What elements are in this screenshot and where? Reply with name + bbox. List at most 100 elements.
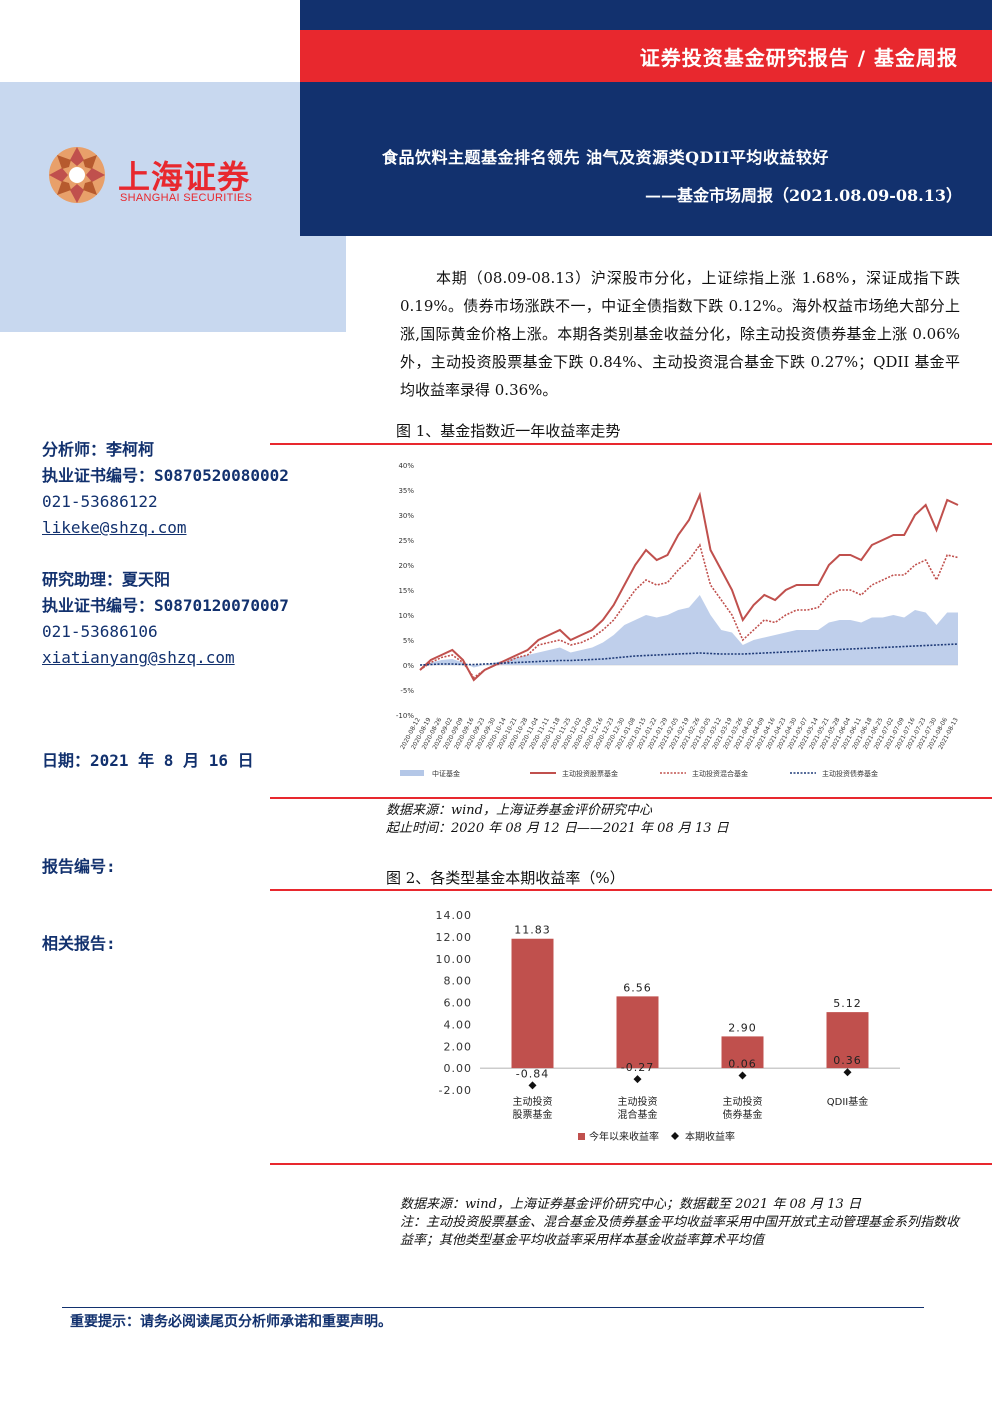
y-tick-label: 30% <box>398 512 414 520</box>
y-tick-label: 4.00 <box>444 1018 473 1031</box>
report-category: 证券投资基金研究报告 / 基金周报 <box>300 30 992 82</box>
figure2-source: 数据来源：wind，上海证券基金评价研究中心；数据截至 2021 年 08 月 … <box>400 1196 965 1250</box>
y-tick-label: 8.00 <box>444 975 473 988</box>
legend-label: 中证基金 <box>432 769 460 778</box>
series-line <box>419 491 959 682</box>
y-tick-label: 15% <box>398 587 414 595</box>
report-date-block: 日期：2021 年 8 月 16 日 <box>42 748 254 774</box>
series-line <box>419 543 959 679</box>
analyst-name: 分析师：李柯柯 <box>42 440 155 459</box>
y-tick-label: -5% <box>400 687 414 695</box>
figure2-title: 图 2、各类型基金本期收益率（%） <box>386 869 625 887</box>
bar-chart: -2.00 0.00 2.00 4.00 6.00 8.00 10.00 12.00 14.00… <box>436 909 900 1143</box>
figure1-period-line: 起止时间：2020 年 08 月 12 日——2021 年 08 月 13 日 <box>386 821 729 836</box>
figure2-top-rule <box>270 889 992 891</box>
series-area <box>420 595 958 668</box>
y-tick-label: -10% <box>396 712 414 720</box>
logo-panel-extension <box>0 236 346 332</box>
y-tick-label: 0% <box>403 662 414 670</box>
legend-swatch <box>400 770 424 776</box>
bar-value-label: 5.12 <box>833 997 862 1010</box>
y-tick-label: 0.00 <box>444 1062 473 1075</box>
figure1-bottom-rule <box>270 797 992 799</box>
bar-value-label: 2.90 <box>728 1021 757 1034</box>
summary: 本期（08.09-08.13）沪深股市分化，上证综指上涨 1.68%，深证成指下… <box>400 264 960 404</box>
y-tick-label: 2.00 <box>444 1040 473 1053</box>
assistant-info: 研究助理：夏天阳 执业证书编号：S0870120070007 021-53686… <box>42 567 289 671</box>
marker-value-label: 0.36 <box>833 1054 862 1067</box>
assistant-cert: 执业证书编号：S0870120070007 <box>42 596 289 615</box>
footer-notice: 重要提示：请务必阅读尾页分析师承诺和重要声明。 <box>70 1314 392 1330</box>
logo-name-en: SHANGHAI SECURITIES <box>120 192 253 204</box>
category-label: 主动投资 <box>618 1095 658 1108</box>
header-top-band <box>300 0 992 30</box>
bar-value-label: 6.56 <box>623 981 652 994</box>
figure1-title: 图 1、基金指数近一年收益率走势 <box>396 422 621 440</box>
y-tick-label: 35% <box>398 487 414 495</box>
marker-value-label: -0.84 <box>516 1067 549 1080</box>
line-chart: -10%-5%0%5%10%15%20%25%30%35%40%2020-08-… <box>396 462 960 778</box>
legend-label: 主动投资股票基金 <box>562 769 618 778</box>
y-tick-label: 25% <box>398 537 414 545</box>
assistant-name: 研究助理：夏天阳 <box>42 570 171 589</box>
period-marker <box>843 1068 852 1077</box>
y-tick-label: 5% <box>403 637 414 645</box>
marker-value-label: 0.06 <box>728 1057 757 1070</box>
figure2-note: 注：主动投资股票基金、混合基金及债券基金平均收益率采用中国开放式主动管理基金系列… <box>400 1215 960 1248</box>
figure1-source-line: 数据来源：wind，上海证券基金评价研究中心 <box>386 803 652 818</box>
analyst-phone: 021-53686122 <box>42 492 158 511</box>
legend-label: 今年以来收益率 <box>589 1130 659 1143</box>
title-block: 食品饮料主题基金排名领先 油气及资源类QDII平均收益较好 ——基金市场周报（2… <box>300 82 992 236</box>
legend-swatch <box>671 1132 679 1140</box>
figure1-source: 数据来源：wind，上海证券基金评价研究中心 起止时间：2020 年 08 月 … <box>386 802 729 838</box>
logo-panel: 上海证券 SHANGHAI SECURITIES <box>0 82 300 236</box>
related-reports-block: 相关报告: <box>42 931 116 957</box>
bar <box>511 938 554 1069</box>
category-label: 混合基金 <box>618 1108 658 1121</box>
analyst-info: 分析师：李柯柯 执业证书编号：S0870520080002 021-536861… <box>42 437 289 541</box>
category-label: 股票基金 <box>513 1108 553 1121</box>
figure2-source-line: 数据来源：wind，上海证券基金评价研究中心；数据截至 2021 年 08 月 … <box>400 1197 861 1212</box>
period-marker <box>633 1075 642 1084</box>
y-tick-label: 10% <box>398 612 414 620</box>
logo-name-cn: 上海证券 <box>118 158 251 196</box>
y-tick-label: 14.00 <box>436 909 473 922</box>
period-marker <box>528 1081 537 1090</box>
footer-rule <box>62 1307 924 1308</box>
legend-label: 主动投资债券基金 <box>822 769 878 778</box>
legend-label: 主动投资混合基金 <box>692 769 748 778</box>
summary-text: 本期（08.09-08.13）沪深股市分化，上证综指上涨 1.68%，深证成指下… <box>400 269 960 399</box>
y-tick-label: 12.00 <box>436 931 473 944</box>
y-tick-label: -2.00 <box>439 1084 472 1097</box>
category-label: QDII基金 <box>827 1095 868 1108</box>
y-tick-label: 40% <box>398 462 414 470</box>
bar <box>826 1012 869 1069</box>
figure1-top-rule <box>270 443 992 445</box>
bar <box>721 1036 764 1069</box>
figure2-bottom-rule <box>270 1163 992 1165</box>
category-label: 主动投资 <box>513 1095 553 1108</box>
report-number-block: 报告编号: <box>42 854 116 880</box>
assistant-phone: 021-53686106 <box>42 622 158 641</box>
logo-icon <box>49 147 105 203</box>
y-tick-label: 20% <box>398 562 414 570</box>
category-label: 债券基金 <box>723 1108 763 1121</box>
related-reports-label: 相关报告: <box>42 934 116 953</box>
analyst-email-link[interactable]: likeke@shzq.com <box>42 518 187 537</box>
report-subtitle: ——基金市场周报（2021.08.09-08.13） <box>645 186 962 205</box>
report-title: 食品饮料主题基金排名领先 油气及资源类QDII平均收益较好 <box>382 148 829 167</box>
assistant-email-link[interactable]: xiatianyang@shzq.com <box>42 648 235 667</box>
legend-swatch <box>578 1133 585 1140</box>
report-number-label: 报告编号: <box>42 857 116 876</box>
y-tick-label: 6.00 <box>444 997 473 1010</box>
bar-value-label: 11.83 <box>514 924 551 937</box>
bar <box>616 996 659 1069</box>
series-line <box>419 643 959 666</box>
report-date: 日期：2021 年 8 月 16 日 <box>42 751 254 770</box>
y-tick-label: 10.00 <box>436 953 473 966</box>
category-label: 主动投资 <box>723 1095 763 1108</box>
period-marker <box>738 1071 747 1080</box>
marker-value-label: -0.27 <box>621 1061 654 1074</box>
legend-label: 本期收益率 <box>685 1130 735 1143</box>
analyst-cert: 执业证书编号：S0870520080002 <box>42 466 289 485</box>
